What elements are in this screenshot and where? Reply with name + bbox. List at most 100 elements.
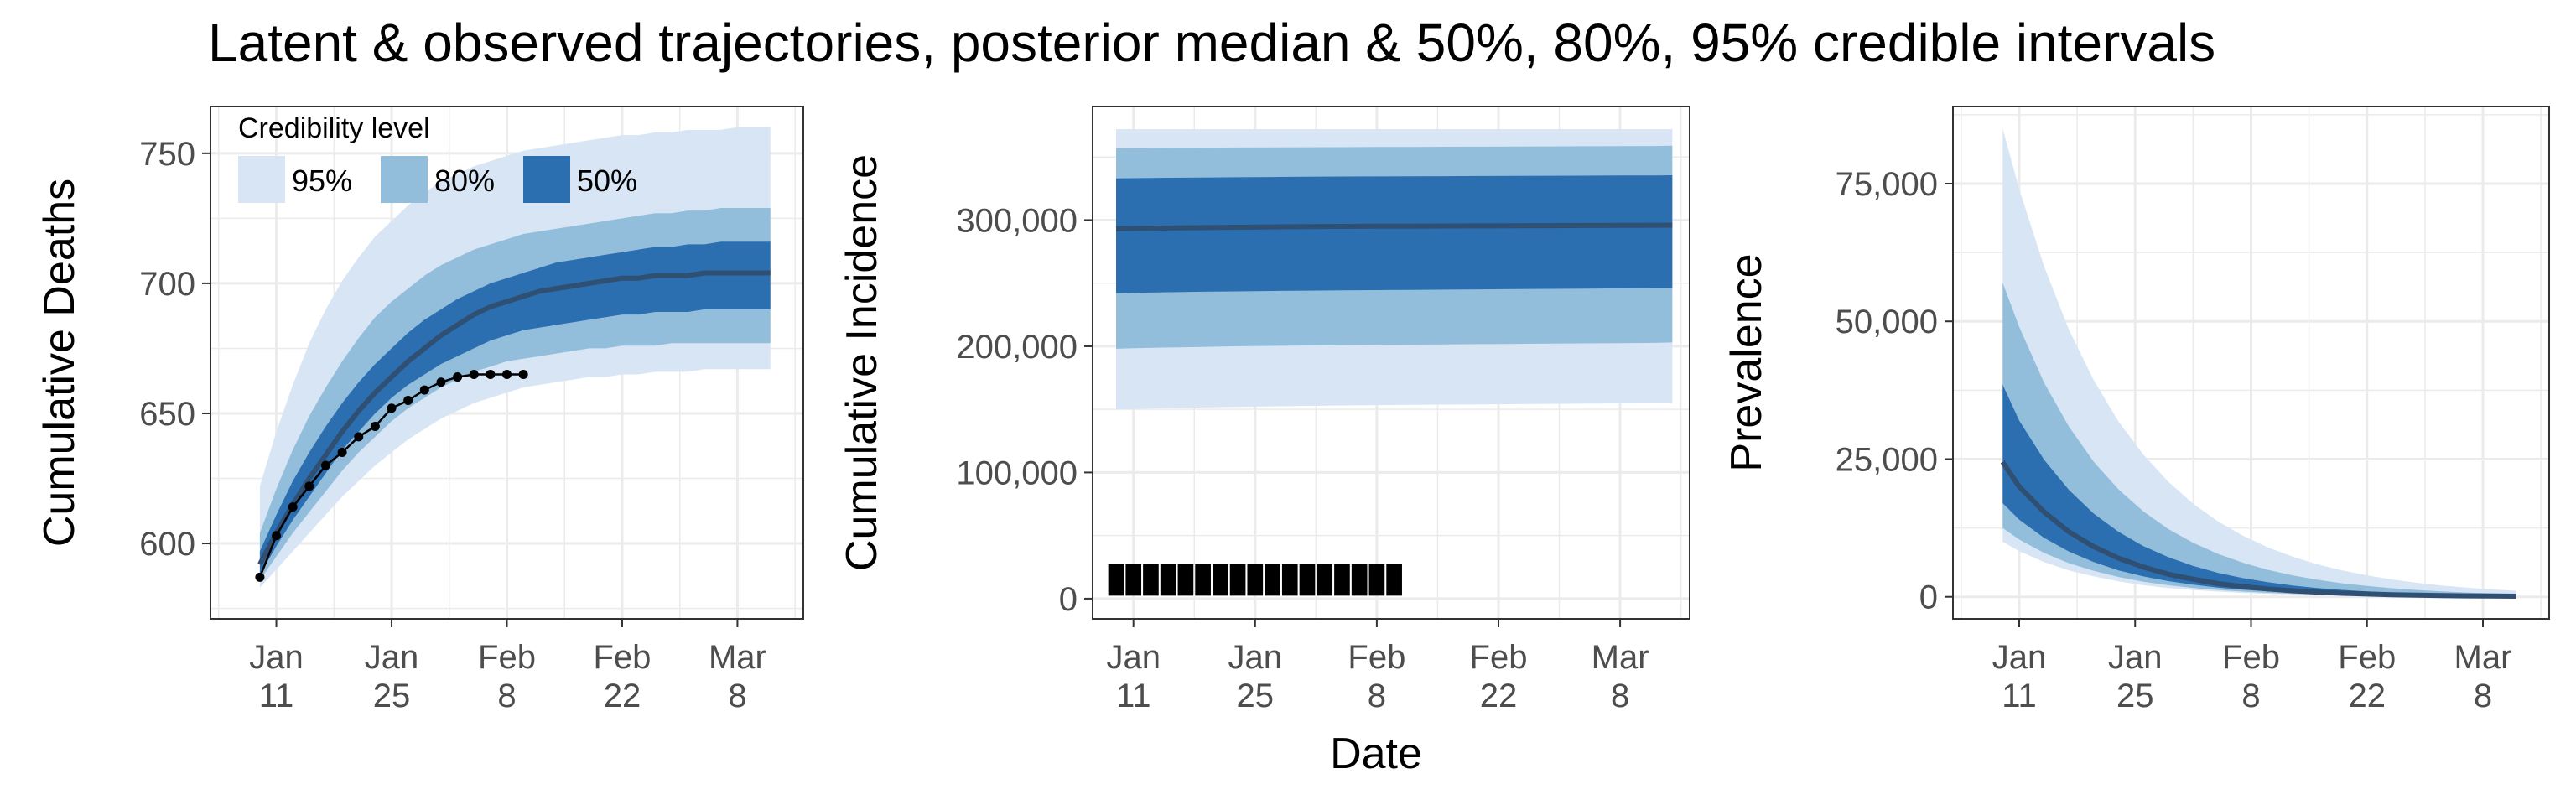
legend-swatch: [238, 156, 285, 203]
y-tick-label: 100,000: [956, 454, 1078, 491]
panel-prevalence: 025,00050,00075,000Jan11Jan25Feb8Feb22Ma…: [1722, 106, 2550, 714]
observed-point: [403, 395, 413, 405]
observed-square: [1265, 564, 1280, 596]
x-tick-label: Feb: [2338, 639, 2396, 676]
y-tick-label: 750: [139, 136, 195, 173]
observed-point: [502, 369, 512, 379]
observed-point: [255, 572, 265, 582]
x-tick-label: 25: [2116, 678, 2154, 714]
observed-square: [1160, 564, 1176, 596]
observed-square: [1213, 564, 1228, 596]
observed-square: [1177, 564, 1194, 596]
observed-square: [1143, 564, 1159, 596]
legend-item: 50%: [523, 156, 637, 203]
y-axis-title: Prevalence: [1722, 253, 1771, 471]
observed-square: [1317, 564, 1333, 596]
observed-point: [272, 531, 282, 541]
y-tick-label: 0: [1059, 581, 1078, 618]
x-tick-label: 25: [1237, 678, 1275, 714]
x-tick-label: Feb: [1470, 639, 1528, 676]
observed-square: [1247, 564, 1264, 596]
legend-swatch: [523, 156, 570, 203]
observed-point: [436, 377, 446, 387]
y-tick-label: 650: [139, 396, 195, 433]
observed-square: [1351, 564, 1368, 596]
credible-bands: [2000, 128, 2516, 599]
observed-point: [387, 403, 397, 413]
observed-point: [354, 432, 364, 442]
x-tick-label: Jan: [2108, 639, 2163, 676]
legend-swatch: [381, 156, 428, 203]
median-line: [2000, 460, 2516, 599]
band-50: [2002, 384, 2516, 597]
x-tick-label: Mar: [2454, 639, 2512, 676]
y-tick-label: 50,000: [1836, 304, 1938, 340]
x-tick-label: 11: [259, 678, 294, 714]
x-tick-label: Feb: [594, 639, 652, 676]
observed-point: [486, 369, 496, 379]
y-axis-title: Cumulative Deaths: [35, 179, 84, 547]
x-tick-label: 11: [2002, 678, 2037, 714]
median-line: [1115, 222, 1673, 231]
band-80: [2002, 283, 2516, 597]
observed-data: [1108, 564, 1402, 596]
band-50: [1116, 175, 1673, 293]
observed-point: [288, 502, 298, 512]
panel-border: [1092, 106, 1690, 620]
figure-title: Latent & observed trajectories, posterio…: [208, 13, 2216, 73]
observed-data: [255, 369, 528, 582]
median-line: [257, 270, 771, 566]
y-axis-title: Cumulative Incidence: [838, 154, 886, 571]
y-tick-label: 75,000: [1836, 166, 1938, 203]
observed-square: [1125, 564, 1142, 596]
legend-title: Credibility level: [238, 112, 430, 144]
x-tick-label: 8: [497, 678, 516, 714]
x-tick-label: Mar: [709, 639, 766, 676]
observed-square: [1229, 564, 1246, 596]
x-tick-label: 25: [373, 678, 411, 714]
y-tick-label: 700: [139, 266, 195, 303]
x-tick-label: Jan: [1992, 639, 2047, 676]
x-tick-label: Feb: [2222, 639, 2280, 676]
band-95: [2002, 128, 2516, 597]
x-tick-label: Feb: [478, 639, 536, 676]
y-tick-label: 300,000: [956, 202, 1078, 239]
observed-point: [453, 372, 463, 382]
legend-item: 80%: [381, 156, 495, 203]
observed-square: [1108, 564, 1124, 596]
credible-bands: [257, 127, 771, 588]
legend-label: 50%: [577, 164, 637, 198]
x-tick-label: 22: [2349, 678, 2386, 714]
observed-square: [1281, 564, 1298, 596]
x-tick-label: Jan: [249, 639, 304, 676]
credible-bands: [1115, 129, 1673, 410]
observed-point: [370, 421, 380, 431]
x-tick-label: 8: [728, 678, 746, 714]
observed-square: [1386, 564, 1402, 596]
legend-label: 95%: [292, 164, 352, 198]
x-tick-label: 8: [2241, 678, 2260, 714]
y-tick-label: 600: [139, 526, 195, 563]
x-tick-label: 11: [1116, 678, 1151, 714]
x-tick-label: Jan: [365, 639, 419, 676]
legend-item: 95%: [238, 156, 352, 203]
panel-cumulative-incidence: 0100,000200,000300,000Jan11Jan25Feb8Feb2…: [838, 106, 1690, 714]
x-tick-label: Feb: [1348, 639, 1405, 676]
legend: Credibility level 95% 80% 50%: [238, 112, 637, 203]
x-tick-label: 8: [2474, 678, 2492, 714]
x-tick-label: 22: [604, 678, 641, 714]
observed-point: [337, 448, 347, 458]
x-tick-label: 8: [1368, 678, 1386, 714]
observed-square: [1299, 564, 1316, 596]
observed-point: [518, 369, 528, 379]
x-tick-label: Jan: [1106, 639, 1161, 676]
shared-x-axis-title: Date: [1330, 730, 1422, 778]
x-tick-label: Jan: [1228, 639, 1283, 676]
legend-label: 80%: [434, 164, 495, 198]
y-tick-label: 200,000: [956, 329, 1078, 366]
observed-point: [304, 481, 314, 491]
panel-cumulative-deaths: 600650700750Jan11Jan25Feb8Feb22Mar8Cumul…: [35, 106, 804, 714]
observed-point: [419, 385, 429, 395]
x-tick-label: 8: [1611, 678, 1629, 714]
